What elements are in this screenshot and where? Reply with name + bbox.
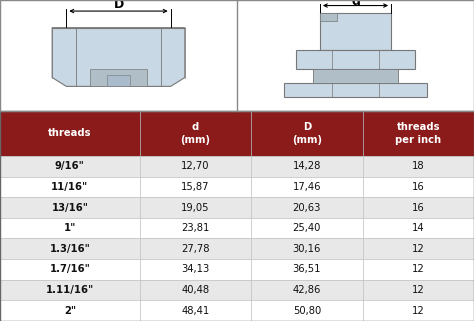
Bar: [251, 177, 363, 197]
Bar: [363, 259, 474, 280]
Bar: [140, 259, 251, 280]
Text: 20,63: 20,63: [293, 203, 321, 213]
Text: 1.7/16": 1.7/16": [49, 265, 91, 274]
Text: 1.3/16": 1.3/16": [49, 244, 91, 254]
Bar: [140, 111, 251, 156]
Text: 48,41: 48,41: [182, 306, 210, 316]
Text: 12: 12: [412, 244, 425, 254]
Text: d: d: [351, 0, 360, 8]
Polygon shape: [296, 50, 415, 69]
Polygon shape: [284, 83, 427, 98]
Text: threads: threads: [48, 128, 91, 138]
Text: 1": 1": [64, 223, 76, 233]
Text: 12: 12: [412, 285, 425, 295]
Bar: [140, 156, 251, 177]
Bar: [251, 259, 363, 280]
Bar: [0, 300, 140, 321]
Polygon shape: [52, 28, 185, 86]
Polygon shape: [320, 13, 391, 50]
Text: 19,05: 19,05: [181, 203, 210, 213]
Text: 11/16": 11/16": [51, 182, 89, 192]
Text: 50,80: 50,80: [293, 306, 321, 316]
Polygon shape: [107, 75, 130, 86]
Text: threads
per inch: threads per inch: [395, 122, 441, 144]
Text: d
(mm): d (mm): [181, 122, 210, 144]
Text: 1.11/16": 1.11/16": [46, 285, 94, 295]
Bar: [363, 111, 474, 156]
Bar: [363, 218, 474, 239]
Bar: [0, 197, 140, 218]
Bar: [251, 300, 363, 321]
Bar: [251, 197, 363, 218]
Text: 36,51: 36,51: [292, 265, 321, 274]
Text: 25,40: 25,40: [293, 223, 321, 233]
Text: D
(mm): D (mm): [292, 122, 322, 144]
Bar: [363, 156, 474, 177]
Bar: [363, 280, 474, 300]
Bar: [0, 259, 140, 280]
Text: 9/16": 9/16": [55, 161, 85, 171]
Bar: [251, 218, 363, 239]
Text: 2": 2": [64, 306, 76, 316]
Text: 34,13: 34,13: [182, 265, 210, 274]
Polygon shape: [320, 13, 337, 21]
Text: 27,78: 27,78: [181, 244, 210, 254]
Bar: [363, 177, 474, 197]
Bar: [140, 300, 251, 321]
Polygon shape: [313, 69, 398, 83]
Bar: [0, 156, 140, 177]
Text: 13/16": 13/16": [51, 203, 89, 213]
Bar: [140, 197, 251, 218]
Bar: [251, 239, 363, 259]
Text: 42,86: 42,86: [293, 285, 321, 295]
Text: 14,28: 14,28: [293, 161, 321, 171]
Bar: [251, 156, 363, 177]
Bar: [140, 239, 251, 259]
Bar: [363, 239, 474, 259]
Text: 12: 12: [412, 265, 425, 274]
Bar: [363, 300, 474, 321]
Text: 16: 16: [412, 182, 425, 192]
Bar: [140, 218, 251, 239]
Text: D: D: [113, 0, 124, 11]
Bar: [251, 280, 363, 300]
Bar: [0, 111, 140, 156]
Bar: [0, 239, 140, 259]
Text: 30,16: 30,16: [293, 244, 321, 254]
Bar: [0, 280, 140, 300]
Text: 40,48: 40,48: [182, 285, 210, 295]
Text: 14: 14: [412, 223, 425, 233]
Bar: [140, 280, 251, 300]
Bar: [140, 177, 251, 197]
Bar: [251, 111, 363, 156]
Text: 12: 12: [412, 306, 425, 316]
Text: 16: 16: [412, 203, 425, 213]
Bar: [363, 197, 474, 218]
Text: 12,70: 12,70: [181, 161, 210, 171]
Bar: [0, 177, 140, 197]
Text: 23,81: 23,81: [182, 223, 210, 233]
Text: 15,87: 15,87: [181, 182, 210, 192]
Bar: [0, 218, 140, 239]
Polygon shape: [90, 69, 147, 86]
Text: 17,46: 17,46: [292, 182, 321, 192]
Text: 18: 18: [412, 161, 425, 171]
